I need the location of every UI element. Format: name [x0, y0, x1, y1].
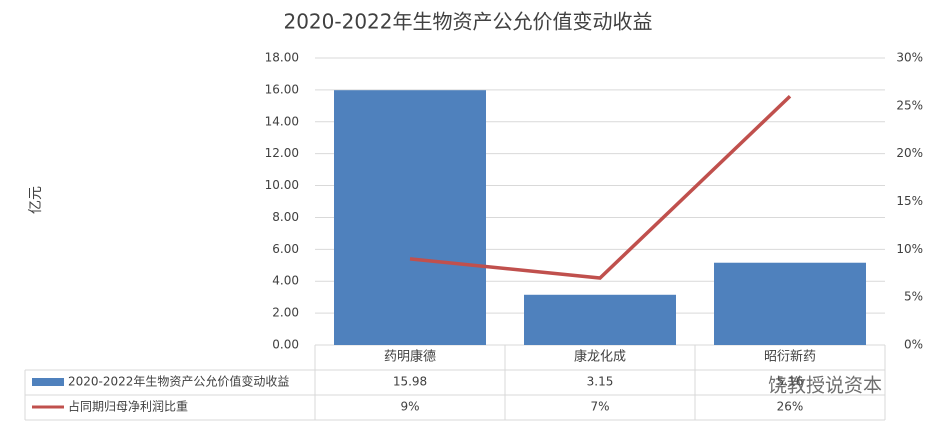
bar: [524, 294, 676, 345]
bar: [334, 90, 486, 345]
y-tick-label: 10.00: [265, 178, 299, 192]
table-value: 7%: [590, 400, 609, 414]
legend-label: 占同期归母净利润比重: [68, 399, 188, 414]
y-tick-label: 4.00: [272, 274, 299, 288]
table-value: 26%: [777, 400, 804, 414]
chart-title: 2020-2022年生物资产公允价值变动收益: [283, 10, 652, 34]
y-tick-label: 8.00: [272, 210, 299, 224]
y2-tick-label: 30%: [896, 51, 923, 65]
y-axis-label: 亿元: [28, 186, 44, 214]
y-tick-label: 18.00: [265, 51, 299, 65]
y-tick-label: 12.00: [265, 146, 299, 160]
y2-tick-label: 10%: [896, 242, 923, 256]
watermark: 饶教授说资本: [768, 375, 882, 397]
bar: [714, 262, 866, 345]
category-label: 药明康德: [384, 349, 436, 365]
legend-key: [32, 378, 64, 386]
table-value: 3.15: [587, 375, 614, 389]
table-value: 9%: [400, 400, 419, 414]
line: [409, 95, 792, 280]
y2-tick-label: 15%: [896, 194, 923, 208]
y-tick-label: 6.00: [272, 242, 299, 256]
table-value: 15.98: [393, 375, 427, 389]
y-tick-label: 16.00: [265, 82, 299, 96]
y2-tick-label: 0%: [904, 338, 923, 352]
category-label: 康龙化成: [574, 349, 626, 365]
y-tick-label: 0.00: [272, 338, 299, 352]
category-label: 昭衍新药: [764, 349, 816, 365]
legend-label: 2020-2022年生物资产公允价值变动收益: [68, 374, 289, 389]
y-tick-label: 2.00: [272, 306, 299, 320]
y2-tick-label: 20%: [896, 146, 923, 160]
table-value: 5.16: [777, 375, 804, 389]
y-tick-label: 14.00: [265, 114, 299, 128]
y2-tick-label: 25%: [896, 98, 923, 112]
y2-tick-label: 5%: [904, 290, 923, 304]
